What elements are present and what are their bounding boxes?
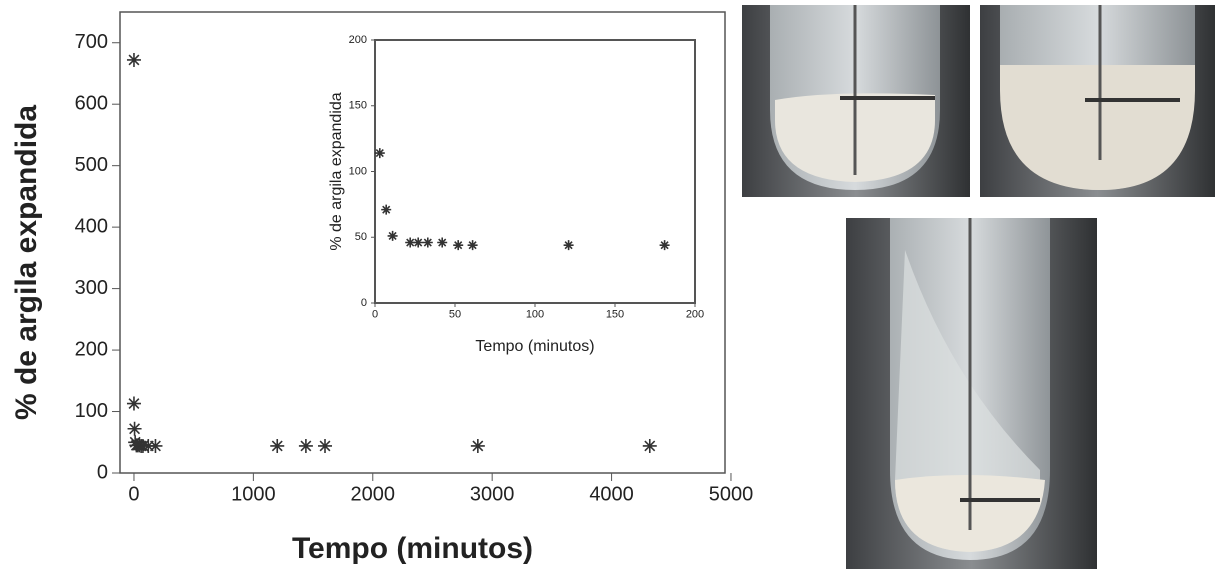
y-axis-label: % de argila expandida [328, 92, 345, 250]
x-tick-label: 100 [526, 309, 544, 321]
photo-2 [980, 5, 1215, 197]
y-axis-label: % de argila expandida [10, 105, 43, 420]
data-point [298, 438, 313, 453]
data-point [126, 52, 141, 67]
data-point [126, 396, 141, 411]
y-tick-label: 100 [349, 165, 367, 177]
photo-1 [742, 5, 970, 197]
data-point [422, 237, 433, 248]
y-tick-label: 500 [75, 154, 108, 176]
y-tick-label: 0 [361, 297, 367, 309]
data-point [467, 240, 478, 251]
data-point [141, 438, 156, 453]
data-point [374, 148, 385, 159]
x-tick-label: 1000 [231, 483, 276, 505]
x-tick-label: 150 [606, 309, 624, 321]
x-axis-label: Tempo (minutos) [475, 338, 594, 355]
y-tick-label: 200 [349, 34, 367, 46]
data-point [127, 421, 142, 436]
data-point [437, 237, 448, 248]
inset-chart: 0 50 100 150 200 0 50 100 150 200 Tempo (minutos)%… [328, 34, 704, 355]
data-point [387, 230, 398, 241]
y-tick-label: 150 [349, 100, 367, 112]
y-tick-label: 400 [75, 215, 108, 237]
data-point [563, 240, 574, 251]
y-tick-label: 50 [355, 231, 367, 243]
x-tick-label: 50 [449, 309, 461, 321]
x-tick-label: 5000 [709, 483, 754, 505]
x-tick-label: 2000 [351, 483, 396, 505]
x-tick-label: 0 [372, 309, 378, 321]
y-tick-label: 0 [97, 461, 108, 483]
x-tick-label: 200 [686, 309, 704, 321]
data-point [453, 240, 464, 251]
photo-3 [846, 218, 1097, 569]
x-axis-label: Tempo (minutos) [292, 532, 533, 565]
data-point [659, 240, 670, 251]
data-point [405, 237, 416, 248]
x-tick-label: 3000 [470, 483, 515, 505]
plot-frame [374, 39, 696, 304]
y-tick-label: 100 [75, 400, 108, 422]
data-point [413, 237, 424, 248]
data-point [148, 438, 163, 453]
y-tick-label: 700 [75, 31, 108, 53]
data-point [642, 438, 657, 453]
data-point [318, 438, 333, 453]
data-point [270, 438, 285, 453]
x-tick-label: 0 [128, 483, 139, 505]
y-tick-label: 200 [75, 338, 108, 360]
y-tick-label: 300 [75, 277, 108, 299]
x-tick-label: 4000 [589, 483, 634, 505]
data-point [470, 438, 485, 453]
y-tick-label: 600 [75, 92, 108, 114]
data-point [381, 204, 392, 215]
